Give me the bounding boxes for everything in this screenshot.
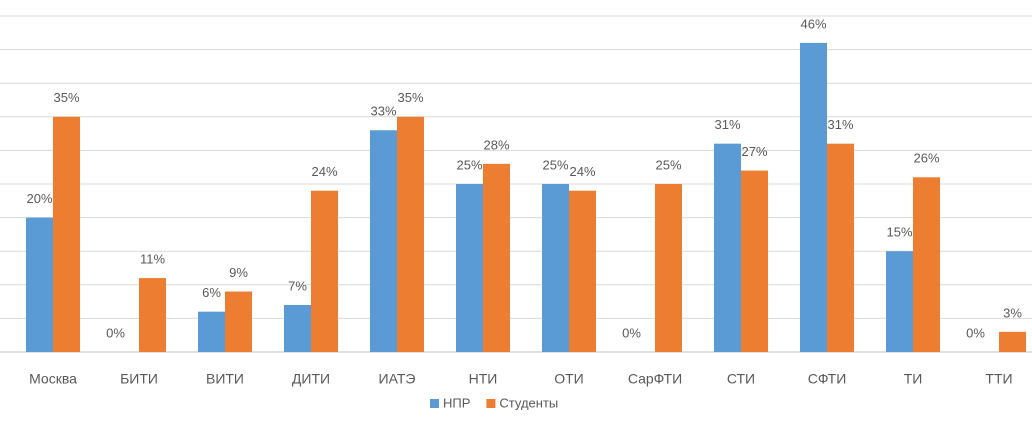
x-tick-label: БИТИ [120, 371, 158, 387]
value-label: 31% [827, 117, 853, 132]
legend-label: НПР [443, 395, 470, 410]
bar [139, 278, 166, 352]
value-label: 46% [800, 16, 826, 31]
x-tick-label: НТИ [469, 371, 498, 387]
value-label: 28% [483, 137, 509, 152]
bar [741, 170, 768, 352]
value-label: 25% [456, 157, 482, 172]
value-label: 15% [886, 225, 912, 240]
bar [456, 184, 483, 352]
x-tick-label: ВИТИ [206, 371, 244, 387]
legend-swatch [430, 399, 439, 408]
value-label: 25% [542, 157, 568, 172]
value-label: 33% [370, 104, 396, 119]
value-label: 24% [311, 164, 337, 179]
bar [284, 304, 311, 352]
bar [714, 143, 741, 352]
value-label: 7% [288, 278, 307, 293]
value-label: 3% [1003, 305, 1022, 320]
bar [913, 177, 940, 352]
bar [542, 184, 569, 352]
legend-swatch [486, 399, 496, 408]
value-label: 31% [714, 117, 740, 132]
bar [483, 163, 510, 352]
value-label: 35% [397, 90, 423, 105]
bar [999, 331, 1026, 352]
bar [569, 190, 596, 352]
x-tick-label: СарФТИ [628, 371, 682, 387]
bar [53, 116, 80, 352]
x-tick-label: ТИ [904, 371, 923, 387]
value-label: 0% [966, 325, 985, 340]
bar [26, 217, 53, 352]
x-tick-label: Москва [29, 371, 77, 387]
value-label: 27% [741, 144, 767, 159]
bar [800, 42, 827, 352]
legend-label: Студенты [499, 395, 558, 410]
x-tick-label: ТТИ [985, 371, 1012, 387]
value-label: 24% [569, 164, 595, 179]
value-label: 0% [622, 325, 641, 340]
value-label: 0% [106, 325, 125, 340]
value-label: 35% [53, 90, 79, 105]
value-label: 11% [140, 252, 165, 267]
x-tick-label: ДИТИ [292, 371, 330, 387]
bar [397, 116, 424, 352]
bar [370, 130, 397, 352]
bar [827, 143, 854, 352]
bar [225, 291, 252, 352]
x-tick-label: ИАТЭ [379, 371, 416, 387]
x-tick-label: СФТИ [808, 371, 847, 387]
value-label: 20% [26, 191, 52, 206]
bar [311, 190, 338, 352]
bar [198, 311, 225, 352]
value-label: 25% [655, 157, 681, 172]
bar [655, 184, 682, 352]
x-tick-label: ОТИ [554, 371, 584, 387]
bar [886, 251, 913, 352]
value-label: 9% [229, 265, 248, 280]
x-tick-label: СТИ [727, 371, 755, 387]
value-label: 26% [913, 151, 939, 166]
value-label: 6% [202, 285, 221, 300]
